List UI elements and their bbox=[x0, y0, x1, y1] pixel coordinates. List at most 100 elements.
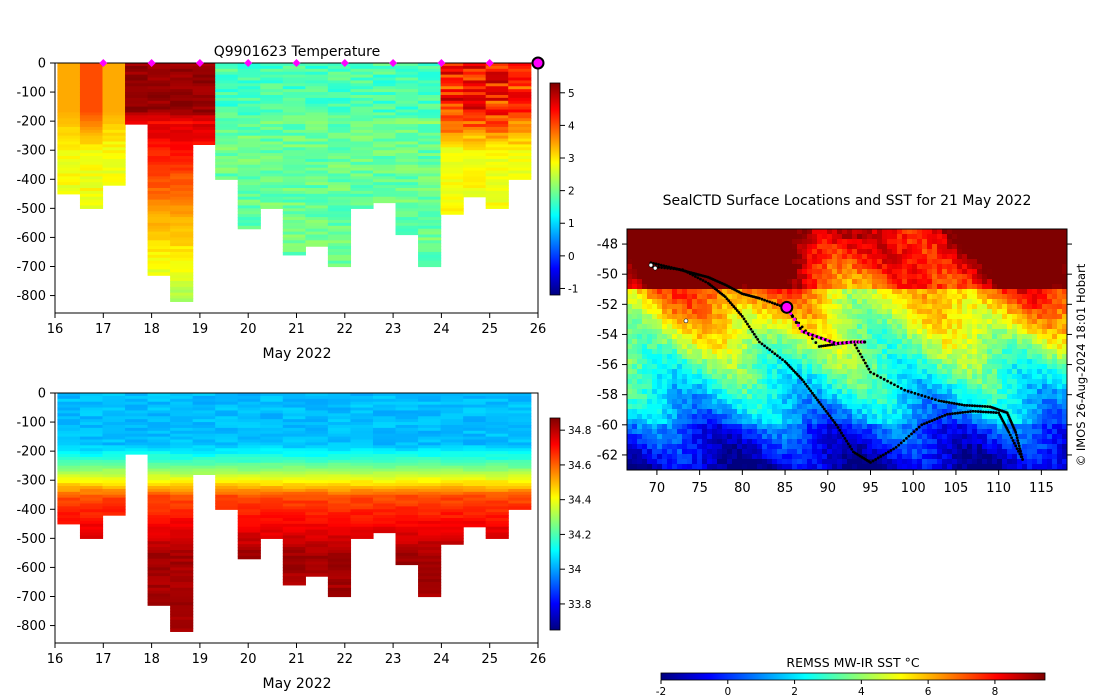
sst-cell bbox=[857, 264, 863, 270]
sst-cell bbox=[767, 344, 773, 350]
sst-cell bbox=[962, 274, 968, 280]
sst-cell bbox=[797, 234, 803, 240]
heatmap-cell bbox=[508, 483, 532, 487]
heatmap-cell bbox=[147, 228, 171, 233]
heatmap-cell bbox=[418, 251, 442, 256]
sst-cell bbox=[1037, 234, 1043, 240]
heatmap-cell bbox=[147, 112, 171, 116]
heatmap-cell bbox=[282, 436, 306, 441]
heatmap-cell bbox=[485, 456, 509, 461]
sst-cell bbox=[672, 304, 678, 310]
sst-cell bbox=[1017, 314, 1023, 320]
heatmap-cell bbox=[463, 118, 487, 122]
sst-cell bbox=[1047, 309, 1053, 315]
sst-cell bbox=[767, 369, 773, 375]
sst-cell bbox=[717, 269, 723, 275]
sst-cell bbox=[742, 369, 748, 375]
heatmap-cell bbox=[305, 202, 329, 207]
sst-cell bbox=[747, 354, 753, 360]
sst-cell bbox=[667, 294, 673, 300]
sst-cell bbox=[1057, 369, 1063, 375]
heatmap-cell bbox=[350, 535, 374, 539]
sst-cell bbox=[847, 254, 853, 260]
sst-cell bbox=[702, 259, 708, 265]
heatmap-cell bbox=[463, 393, 487, 397]
heatmap-cell bbox=[485, 451, 509, 455]
heatmap-cell bbox=[463, 97, 487, 102]
heatmap-cell bbox=[170, 520, 194, 525]
heatmap-cell bbox=[102, 124, 126, 128]
heatmap-cell bbox=[327, 246, 352, 250]
heatmap-cell bbox=[508, 83, 532, 87]
sst-cell bbox=[1007, 364, 1013, 370]
sst-cell bbox=[867, 264, 873, 270]
sst-cell bbox=[952, 229, 958, 235]
sst-cell bbox=[872, 334, 878, 340]
sst-cell bbox=[692, 259, 698, 265]
sst-cell bbox=[712, 289, 718, 295]
heatmap-cell bbox=[418, 445, 442, 449]
sst-cell bbox=[732, 309, 738, 315]
sst-cell bbox=[642, 369, 648, 375]
heatmap-cell bbox=[170, 251, 194, 256]
heatmap-cell bbox=[170, 164, 194, 169]
heatmap-cell bbox=[305, 494, 329, 499]
heatmap-cell bbox=[237, 427, 261, 432]
sst-cell bbox=[1017, 284, 1023, 290]
sst-cell bbox=[1012, 319, 1018, 325]
sst-cell bbox=[637, 284, 643, 290]
heatmap-cell bbox=[79, 459, 104, 464]
sst-cell bbox=[682, 299, 688, 305]
sst-cell bbox=[937, 344, 943, 350]
sst-cell bbox=[632, 309, 638, 315]
sst-cell bbox=[732, 294, 738, 300]
heatmap-cell bbox=[485, 433, 509, 438]
sst-cell bbox=[947, 349, 953, 355]
sst-cell bbox=[642, 294, 648, 300]
heatmap-cell bbox=[305, 193, 329, 198]
sst-cell bbox=[1052, 299, 1058, 305]
heatmap-cell bbox=[440, 115, 464, 119]
sst-cell bbox=[667, 369, 673, 375]
heatmap-cell bbox=[260, 100, 284, 105]
heatmap-cell bbox=[463, 115, 487, 119]
sst-cell bbox=[992, 229, 998, 235]
heatmap-cell bbox=[508, 103, 532, 108]
sst-cell bbox=[822, 349, 828, 355]
heatmap-cell bbox=[395, 118, 419, 122]
heatmap-cell bbox=[327, 503, 352, 507]
sst-cell bbox=[847, 284, 853, 290]
heatmap-cell bbox=[170, 532, 194, 537]
sst-cell bbox=[852, 364, 858, 370]
sst-cell bbox=[1032, 329, 1038, 335]
sst-cell bbox=[667, 304, 673, 310]
heatmap-cell bbox=[305, 430, 329, 435]
sst-cell bbox=[807, 229, 813, 235]
sst-cell bbox=[652, 334, 658, 340]
sst-cell bbox=[782, 294, 788, 300]
heatmap-cell bbox=[350, 196, 374, 201]
heatmap-cell bbox=[395, 486, 419, 490]
sst-cell bbox=[917, 339, 923, 345]
sst-cell bbox=[917, 374, 923, 380]
heatmap-cell bbox=[79, 141, 104, 145]
heatmap-cell bbox=[395, 526, 419, 531]
sst-cell bbox=[897, 229, 903, 235]
heatmap-cell bbox=[79, 179, 104, 183]
sst-cell bbox=[877, 309, 883, 315]
sst-cell bbox=[712, 299, 718, 305]
sst-cell bbox=[1012, 269, 1018, 275]
sst-cell bbox=[962, 299, 968, 305]
heatmap-cell bbox=[125, 80, 149, 84]
heatmap-cell bbox=[350, 445, 374, 449]
sst-cell bbox=[987, 344, 993, 350]
sst-cell bbox=[812, 249, 818, 255]
sst-cell bbox=[947, 244, 953, 250]
sst-cell bbox=[1017, 274, 1023, 280]
sst-cell bbox=[802, 294, 808, 300]
sst-cell bbox=[1052, 329, 1058, 335]
sst-cell bbox=[1002, 329, 1008, 335]
sst-cell bbox=[1027, 344, 1033, 350]
heatmap-cell bbox=[327, 579, 352, 583]
sst-cell bbox=[842, 234, 848, 240]
